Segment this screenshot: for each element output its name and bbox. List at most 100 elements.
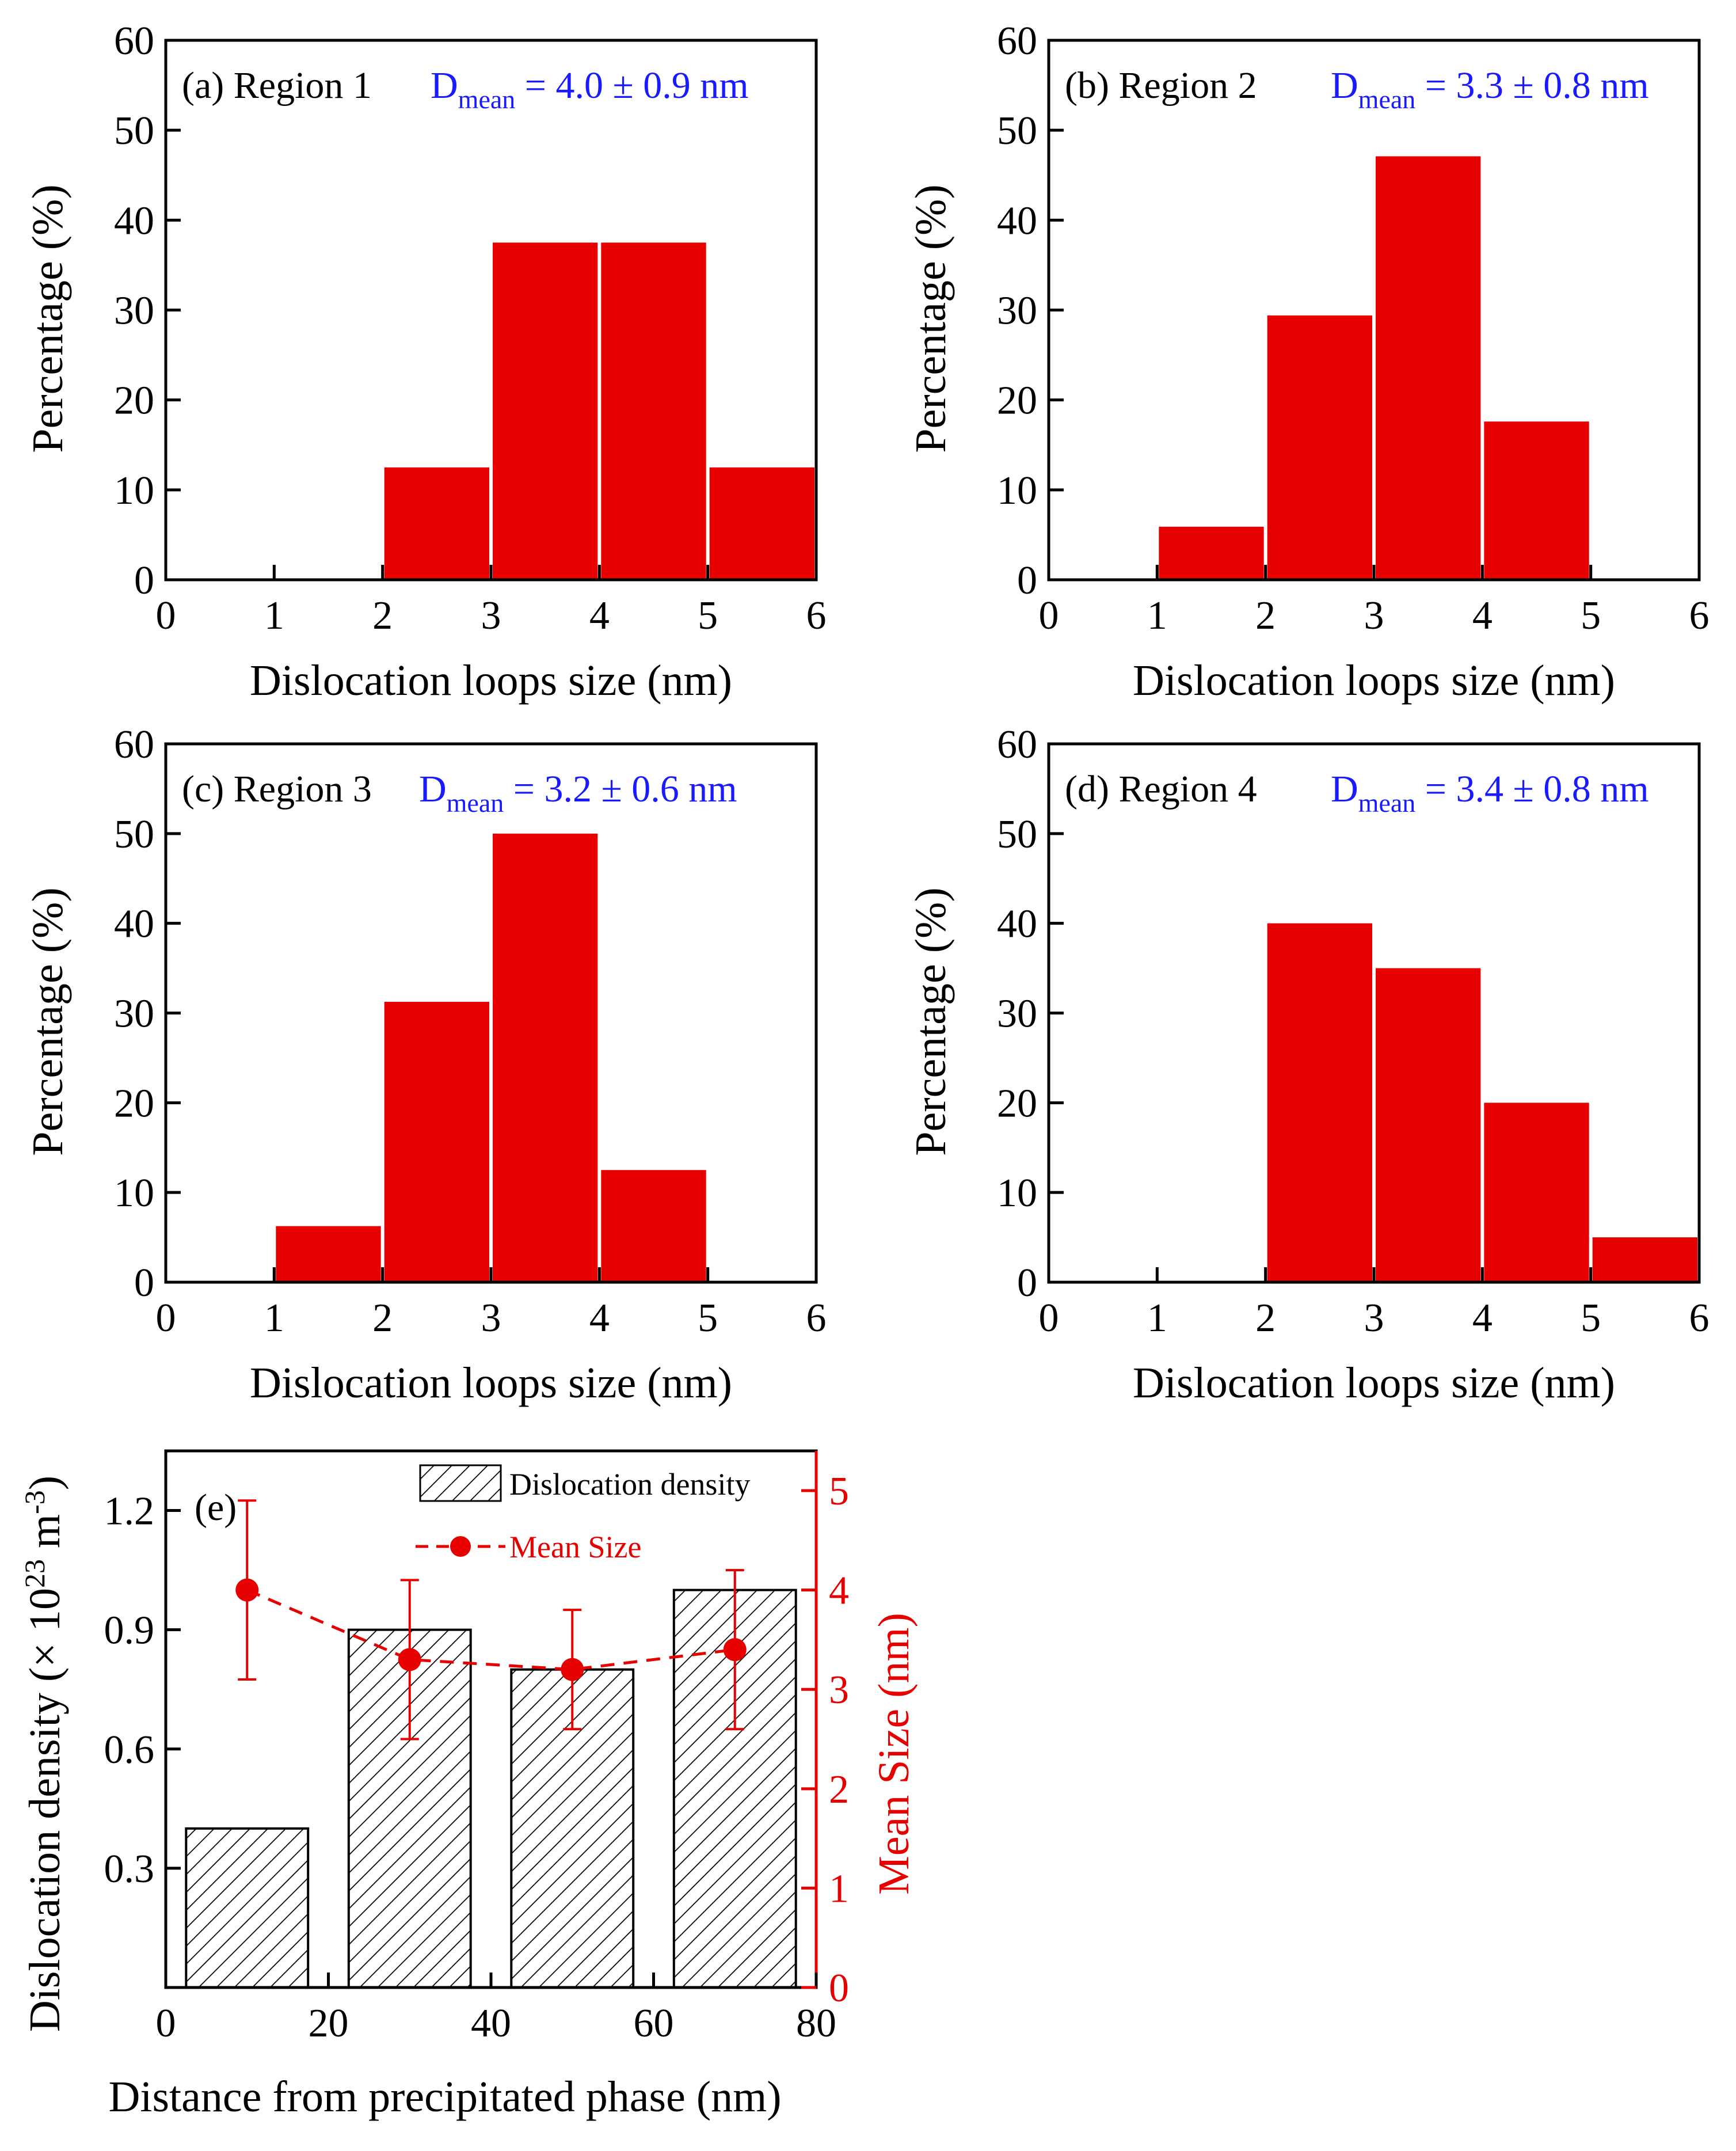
y-tick-label: 30	[997, 289, 1037, 333]
panel-b: 0 1 2 3 4 5 6 0 10 20 30 40 50 60 (b) Region 2 Dmean…	[907, 19, 1710, 705]
x-axis-ticks: 0 20 40 60 80	[156, 1973, 836, 2046]
x-tick-label: 5	[1581, 1296, 1601, 1340]
bar-bin-5-6	[709, 467, 814, 580]
y-tick-label: 0	[1017, 1261, 1037, 1305]
x-tick-label: 4	[1472, 1296, 1493, 1340]
histogram-bars	[276, 833, 706, 1282]
y-axis-label-sup1: 23	[18, 1559, 51, 1588]
x-tick-label: 4	[589, 594, 610, 638]
panel-label: (d) Region 4	[1065, 768, 1257, 810]
x-tick-label: 1	[1147, 1296, 1167, 1340]
bar-bin-3-4	[493, 833, 598, 1282]
x-tick-label: 3	[481, 1296, 501, 1340]
mean-value: = 3.2 ± 0.6 nm	[504, 768, 737, 810]
x-axis-ticks: 0 1 2 3 4 5 6	[1039, 565, 1710, 638]
x-tick-label: 4	[1472, 594, 1493, 638]
y-axis-label: Percentage (%)	[907, 887, 955, 1156]
y-tick-label: 50	[997, 109, 1037, 153]
legend-label-density: Dislocation density	[509, 1467, 750, 1502]
y-tick-label: 0	[134, 1261, 154, 1305]
x-axis-label: Dislocation loops size (nm)	[250, 656, 732, 705]
x-tick-label: 4	[589, 1296, 610, 1340]
mean-size-point	[561, 1658, 584, 1681]
y-tick-label: 40	[997, 199, 1037, 243]
y-tick-label: 10	[997, 1171, 1037, 1215]
y-tick-label: 10	[114, 469, 154, 513]
mean-size-line	[246, 1588, 736, 1671]
plot-frame	[1047, 39, 1701, 582]
bar-bin-3-4	[493, 242, 598, 580]
mean-value: = 3.4 ± 0.8 nm	[1415, 768, 1649, 810]
panel-label: (b) Region 2	[1065, 64, 1257, 107]
mean-subscript: mean	[1358, 788, 1416, 818]
panel-label: (c) Region 3	[182, 768, 372, 810]
legend: Dislocation density Mean Size	[416, 1464, 750, 1564]
y-axis-ticks: 0 10 20 30 40 50 60	[114, 19, 181, 603]
histogram-bars	[384, 242, 814, 580]
panel-label: (a) Region 1	[182, 64, 372, 107]
bar-bin-4-5	[1484, 421, 1589, 580]
right-axis-ticks: 0 1 2 3 4 5	[801, 1469, 849, 2011]
y-tick-label: 50	[114, 109, 154, 153]
mean-value: = 3.3 ± 0.8 nm	[1415, 64, 1649, 107]
y-tick-label: 40	[114, 199, 154, 243]
x-tick-label: 60	[634, 2001, 674, 2046]
legend-marker-mean	[450, 1536, 471, 1557]
panel-d: 0 1 2 3 4 5 6 0 10 20 30 40 50 60 (d) Region 4 Dmean…	[907, 723, 1710, 1407]
y-tick-label: 0.6	[104, 1728, 155, 1772]
mean-subscript: mean	[458, 85, 516, 114]
bar-bin-2-3	[1267, 923, 1372, 1282]
plot-frame	[1047, 742, 1701, 1284]
bar-bin-3-4	[1376, 156, 1481, 580]
x-tick-label: 0	[1039, 1296, 1059, 1340]
mean-size-point	[723, 1638, 747, 1662]
x-axis-ticks: 0 1 2 3 4 5 6	[156, 1267, 827, 1340]
y-tick-label: 0.3	[104, 1847, 155, 1891]
x-axis-label: Dislocation loops size (nm)	[1133, 1359, 1615, 1407]
mean-subscript: mean	[1358, 85, 1416, 114]
y-tick-label: 1.2	[104, 1489, 155, 1534]
y-axis-label-mid: m	[21, 1514, 69, 1559]
y-tick-label: 50	[114, 812, 154, 857]
density-bars	[185, 1588, 797, 1989]
y-tick-label: 30	[114, 289, 154, 333]
y-axis-ticks: 0 10 20 30 40 50 60	[997, 723, 1064, 1305]
right-tick-label: 4	[829, 1569, 849, 1613]
x-axis-ticks: 0 1 2 3 4 5 6	[1039, 1267, 1710, 1340]
y-tick-label: 20	[997, 379, 1037, 423]
mean-size-point	[398, 1648, 421, 1671]
x-tick-label: 6	[806, 594, 827, 638]
mean-size-annotation: Dmean = 3.3 ± 0.8 nm	[1331, 64, 1649, 114]
x-tick-label: 0	[156, 2001, 176, 2046]
right-tick-label: 3	[829, 1668, 849, 1712]
mean-size-series	[235, 1499, 747, 1740]
x-tick-label: 0	[156, 1296, 176, 1340]
right-tick-label: 1	[829, 1867, 849, 1911]
bar-bin-1-2	[276, 1226, 381, 1282]
x-tick-label: 6	[1689, 594, 1710, 638]
legend-label-mean: Mean Size	[509, 1530, 641, 1564]
right-axis-label: Mean Size (nm)	[870, 1613, 918, 1895]
y-tick-label: 30	[114, 992, 154, 1036]
x-tick-label: 5	[698, 594, 718, 638]
y-tick-label: 0	[134, 558, 154, 603]
y-axis-label: Percentage (%)	[24, 887, 72, 1156]
bar-bin-2-3	[384, 1002, 489, 1282]
x-tick-label: 1	[1147, 594, 1167, 638]
legend-swatch-density	[419, 1464, 502, 1502]
x-tick-label: 3	[481, 594, 501, 638]
y-axis-ticks: 0.3 0.6 0.9 1.2	[104, 1489, 181, 1891]
mean-symbol: D	[419, 768, 447, 810]
x-tick-label: 3	[1364, 594, 1384, 638]
mean-symbol: D	[1331, 64, 1358, 107]
x-tick-label: 80	[796, 2001, 836, 2046]
mean-symbol: D	[431, 64, 458, 107]
y-tick-label: 60	[997, 723, 1037, 767]
x-tick-label: 5	[1581, 594, 1601, 638]
y-tick-label: 0.9	[104, 1609, 155, 1653]
y-tick-label: 20	[114, 379, 154, 423]
mean-symbol: D	[1331, 768, 1358, 810]
bar-bin-4-5	[601, 1170, 706, 1282]
